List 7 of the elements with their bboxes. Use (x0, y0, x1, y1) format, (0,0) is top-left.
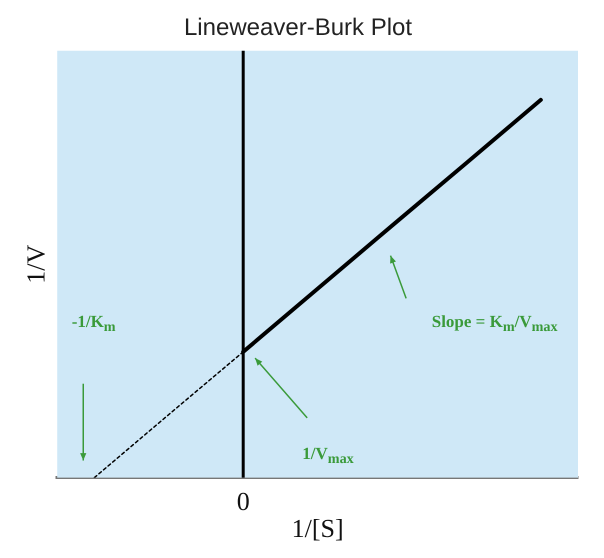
x-axis-title: 1/[S] (292, 514, 344, 544)
annotation: Slope = K$_{m}$/V$_{max}$ (432, 312, 558, 336)
annotation: -1/K$_{m}$ (72, 312, 116, 336)
annotation: 1/V$_{max}$ (302, 444, 354, 468)
chart-title: Lineweaver-Burk Plot (184, 14, 412, 42)
y-axis-title: 1/V (21, 244, 50, 284)
text: 0 (236, 486, 250, 517)
